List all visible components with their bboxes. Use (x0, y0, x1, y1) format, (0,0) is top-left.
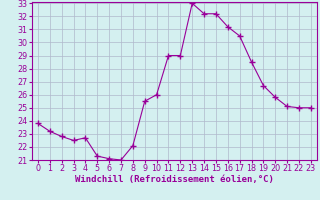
X-axis label: Windchill (Refroidissement éolien,°C): Windchill (Refroidissement éolien,°C) (75, 175, 274, 184)
